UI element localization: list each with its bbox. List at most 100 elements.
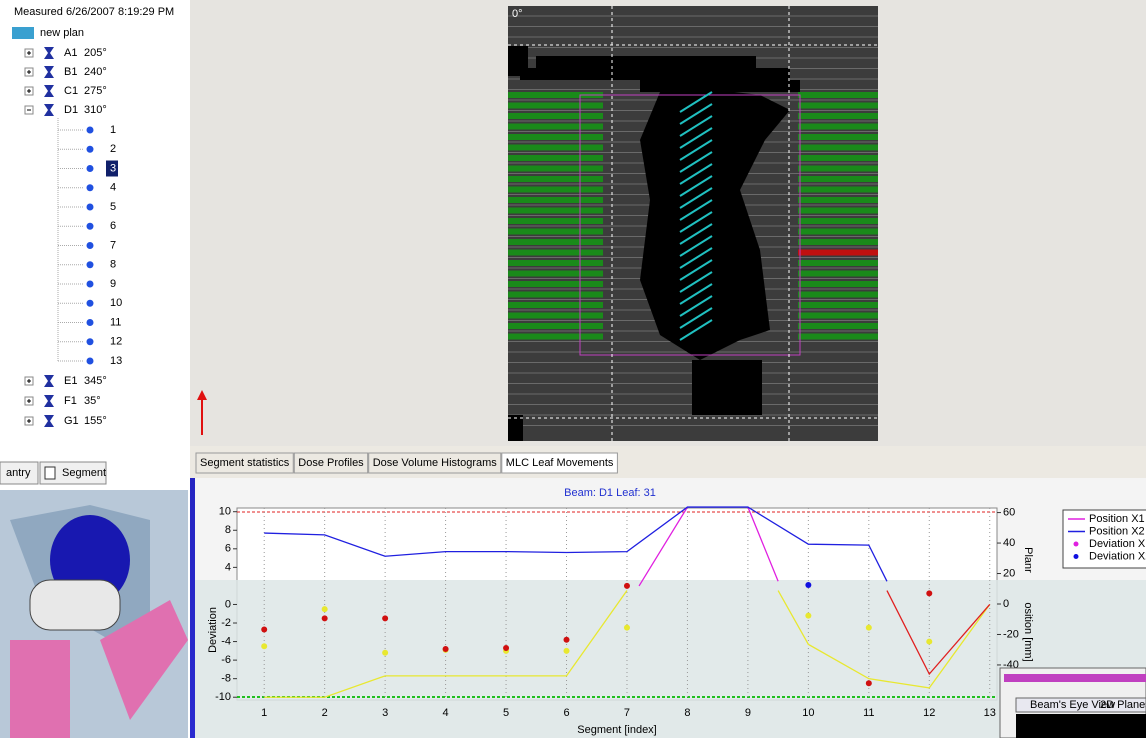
segment-icon bbox=[87, 184, 94, 191]
x-tick-label: 6 bbox=[563, 707, 569, 719]
x-tick-label: 4 bbox=[443, 707, 449, 719]
data-point bbox=[624, 625, 630, 631]
x-tick-label: 13 bbox=[984, 707, 996, 719]
y-tick-label: 8 bbox=[225, 524, 231, 536]
jaw-shape bbox=[640, 80, 800, 92]
segment-icon bbox=[87, 281, 94, 288]
leaf-green bbox=[508, 239, 603, 245]
beam-angle[interactable]: 345° bbox=[84, 375, 107, 387]
x-axis-label: Segment [index] bbox=[577, 724, 657, 736]
beam-name[interactable]: E1 bbox=[64, 375, 77, 387]
y-tick-label: -10 bbox=[215, 691, 231, 703]
app-window: Measured 6/26/2007 8:19:29 PM new plan A… bbox=[0, 0, 1146, 738]
beam-name[interactable]: F1 bbox=[64, 395, 77, 407]
beam-name[interactable]: D1 bbox=[64, 104, 78, 116]
beam-angle[interactable]: 155° bbox=[84, 415, 107, 427]
tab-label[interactable]: Dose Profiles bbox=[298, 457, 364, 469]
segment-icon bbox=[87, 338, 94, 345]
y2-tick-label: 60 bbox=[1003, 506, 1015, 518]
data-point bbox=[322, 615, 328, 621]
segment-label[interactable]: 2 bbox=[110, 143, 116, 155]
y2-tick-label: 20 bbox=[1003, 567, 1015, 579]
segment-label[interactable]: 6 bbox=[110, 220, 116, 232]
beam-angle[interactable]: 240° bbox=[84, 66, 107, 78]
jaw-shape bbox=[692, 360, 762, 415]
beam-name[interactable]: B1 bbox=[64, 66, 77, 78]
data-point bbox=[503, 645, 509, 651]
data-point bbox=[805, 613, 811, 619]
beam-angle[interactable]: 205° bbox=[84, 47, 107, 59]
leaf-green bbox=[508, 334, 603, 340]
segment-label[interactable]: 4 bbox=[110, 182, 116, 194]
side-tab-label[interactable]: Segment bbox=[62, 467, 106, 479]
segment-label[interactable]: 8 bbox=[110, 259, 116, 271]
data-point bbox=[382, 650, 388, 656]
leaf-green bbox=[798, 103, 878, 109]
leaf-green bbox=[798, 302, 878, 308]
beam-name[interactable]: C1 bbox=[64, 85, 78, 97]
x-tick-label: 3 bbox=[382, 707, 388, 719]
x-tick-label: 2 bbox=[322, 707, 328, 719]
leaf-green bbox=[508, 313, 603, 319]
thumbnail-tab[interactable]: 2D Planes bbox=[1100, 699, 1146, 711]
tabs: Segment statistics Dose Profiles Dose Volu… bbox=[196, 453, 617, 473]
beam-angle[interactable]: 275° bbox=[84, 85, 107, 97]
segment-label[interactable]: 3 bbox=[110, 162, 116, 174]
side-tab-label[interactable]: antry bbox=[6, 467, 31, 479]
thumbnail-bar bbox=[1004, 674, 1146, 682]
leaf-green bbox=[798, 323, 878, 329]
beam-name[interactable]: A1 bbox=[64, 47, 77, 59]
beam-angle[interactable]: 310° bbox=[84, 104, 107, 116]
x-tick-label: 11 bbox=[863, 707, 874, 719]
legend-swatch bbox=[1074, 542, 1079, 547]
y-tick-label: -4 bbox=[221, 635, 231, 647]
segment-icon bbox=[87, 358, 94, 365]
x-tick-label: 1 bbox=[261, 707, 267, 719]
leaf-green bbox=[798, 134, 878, 140]
leaf-green bbox=[508, 260, 603, 266]
tab-label[interactable]: MLC Leaf Movements bbox=[506, 457, 614, 469]
beam-name[interactable]: G1 bbox=[64, 415, 79, 427]
data-point bbox=[564, 637, 570, 643]
segment-icon bbox=[87, 165, 94, 172]
measured-label: Measured 6/26/2007 8:19:29 PM bbox=[14, 6, 174, 18]
leaf-green bbox=[508, 281, 603, 287]
x-tick-label: 10 bbox=[802, 707, 814, 719]
tree-root[interactable]: new plan bbox=[40, 27, 84, 39]
y-tick-label: 10 bbox=[219, 506, 231, 518]
segment-label[interactable]: 13 bbox=[110, 355, 122, 367]
x-tick-label: 12 bbox=[923, 707, 935, 719]
tab-label[interactable]: Dose Volume Histograms bbox=[373, 457, 498, 469]
leaf-green bbox=[508, 166, 603, 172]
y-tick-label: -8 bbox=[221, 673, 231, 685]
leaf-green bbox=[798, 281, 878, 287]
data-point bbox=[866, 680, 872, 686]
segment-label[interactable]: 1 bbox=[110, 124, 116, 136]
y-axis-label: Deviation bbox=[207, 607, 219, 653]
segment-label[interactable]: 9 bbox=[110, 278, 116, 290]
leaf-green bbox=[798, 292, 878, 298]
leaf-green bbox=[798, 166, 878, 172]
leaf-green bbox=[508, 124, 603, 130]
x-tick-label: 9 bbox=[745, 707, 751, 719]
couch-base bbox=[10, 640, 70, 738]
segment-label[interactable]: 10 bbox=[110, 297, 122, 309]
data-point bbox=[261, 627, 267, 633]
segment-icon bbox=[87, 223, 94, 230]
segment-label[interactable]: 12 bbox=[110, 336, 122, 348]
segment-label[interactable]: 7 bbox=[110, 239, 116, 251]
thumbnail-image bbox=[1016, 714, 1146, 738]
data-point bbox=[866, 625, 872, 631]
leaf-green bbox=[508, 302, 603, 308]
data-point bbox=[624, 583, 630, 589]
segment-label[interactable]: 11 bbox=[110, 316, 121, 328]
leaf-green bbox=[798, 250, 878, 256]
y2-tick-label: -20 bbox=[1003, 628, 1019, 640]
leaf-green bbox=[508, 145, 603, 151]
data-point bbox=[926, 590, 932, 596]
beam-angle[interactable]: 35° bbox=[84, 395, 101, 407]
segment-icon bbox=[87, 146, 94, 153]
leaf-green bbox=[508, 197, 603, 203]
tab-label[interactable]: Segment statistics bbox=[200, 457, 290, 469]
segment-label[interactable]: 5 bbox=[110, 201, 116, 213]
